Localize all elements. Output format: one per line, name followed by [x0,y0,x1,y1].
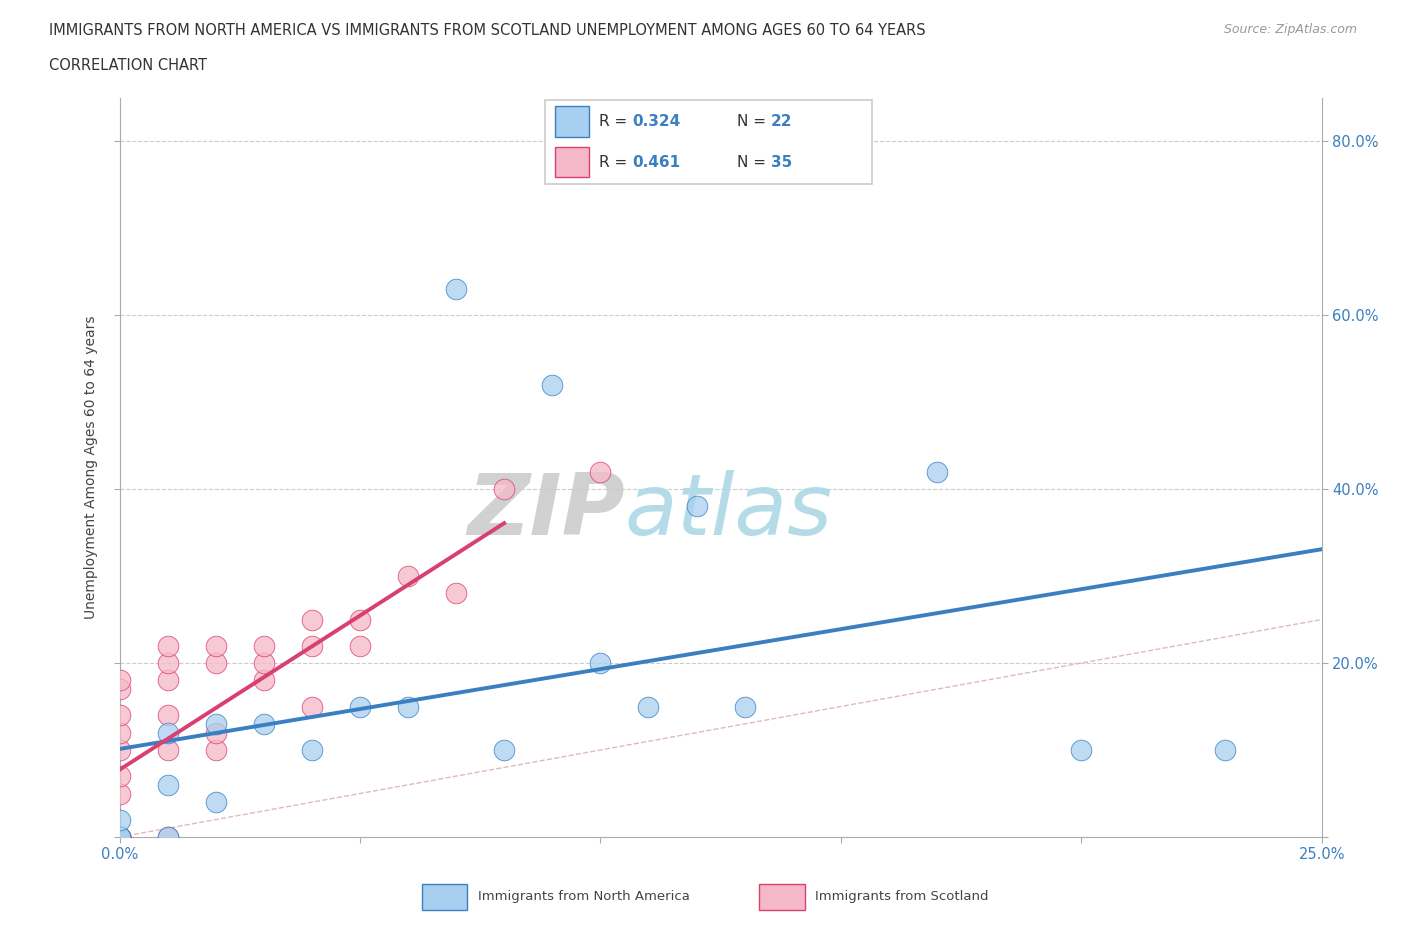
Point [156,656,179,671]
Text: atlas: atlas [624,471,832,553]
Point [204,656,226,671]
Point [108,830,131,844]
Point [204,716,226,731]
Point [444,282,467,297]
Point [108,769,131,784]
Point [108,725,131,740]
Point [156,830,179,844]
Point [108,708,131,723]
Text: 0.324: 0.324 [633,114,681,129]
Point [637,699,659,714]
Point [108,830,131,844]
Point [108,830,131,844]
Text: Source: ZipAtlas.com: Source: ZipAtlas.com [1223,23,1357,36]
FancyBboxPatch shape [544,100,872,184]
Point [349,638,371,653]
Text: 22: 22 [770,114,792,129]
Text: 35: 35 [770,154,792,169]
Point [253,638,276,653]
FancyBboxPatch shape [555,107,589,137]
Point [396,568,419,583]
Point [156,708,179,723]
Point [349,612,371,627]
Point [108,830,131,844]
Text: R =: R = [599,114,627,129]
Y-axis label: Unemployment Among Ages 60 to 64 years: Unemployment Among Ages 60 to 64 years [84,315,98,619]
Point [541,378,564,392]
Point [734,699,756,714]
Text: R =: R = [599,154,627,169]
Point [253,673,276,688]
Point [108,786,131,801]
Point [301,612,323,627]
Point [108,812,131,827]
Point [301,638,323,653]
Point [349,699,371,714]
Point [253,656,276,671]
Point [589,656,612,671]
Point [156,725,179,740]
Point [108,830,131,844]
Point [494,742,516,757]
Point [108,830,131,844]
Point [108,830,131,844]
Point [108,682,131,697]
Text: CORRELATION CHART: CORRELATION CHART [49,58,207,73]
Point [494,482,516,497]
Point [396,699,419,714]
Point [589,464,612,479]
Point [204,742,226,757]
Point [204,725,226,740]
Text: 0.461: 0.461 [633,154,681,169]
FancyBboxPatch shape [422,884,468,910]
Point [204,795,226,810]
Text: Immigrants from Scotland: Immigrants from Scotland [815,890,988,903]
Point [156,673,179,688]
Point [204,638,226,653]
Point [253,716,276,731]
Point [301,699,323,714]
Point [925,464,948,479]
Point [108,830,131,844]
Point [156,638,179,653]
Text: N =: N = [737,114,766,129]
Point [301,742,323,757]
Text: ZIP: ZIP [467,471,624,553]
Text: IMMIGRANTS FROM NORTH AMERICA VS IMMIGRANTS FROM SCOTLAND UNEMPLOYMENT AMONG AGE: IMMIGRANTS FROM NORTH AMERICA VS IMMIGRA… [49,23,925,38]
Text: N =: N = [737,154,766,169]
Point [685,499,707,514]
Point [1215,742,1237,757]
Point [1070,742,1092,757]
Point [156,777,179,792]
Point [108,742,131,757]
FancyBboxPatch shape [555,147,589,177]
Point [156,830,179,844]
Text: Immigrants from North America: Immigrants from North America [478,890,690,903]
Point [156,742,179,757]
FancyBboxPatch shape [759,884,806,910]
Point [444,586,467,601]
Point [108,673,131,688]
